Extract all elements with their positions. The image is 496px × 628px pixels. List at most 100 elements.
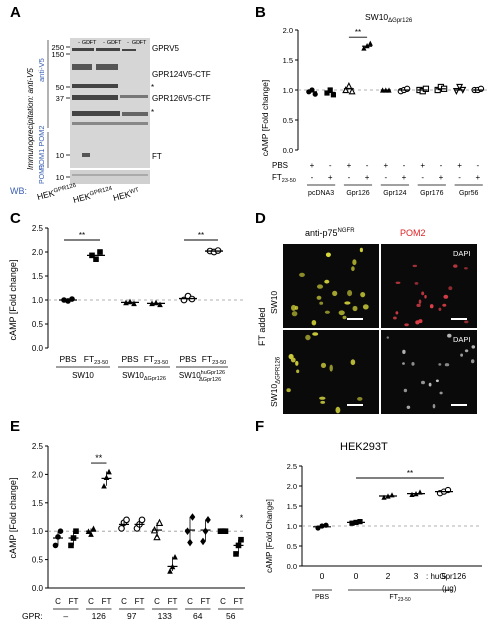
cell (352, 305, 358, 312)
data-point (123, 516, 130, 524)
sign-ft: - (458, 173, 461, 182)
cell (448, 286, 453, 291)
cell (428, 382, 432, 387)
f-unit: (µg) (442, 584, 457, 593)
sign-ft: - (421, 173, 424, 182)
cell (344, 301, 351, 305)
data-point (348, 87, 356, 95)
data-point (118, 525, 125, 532)
sig-label: ** (95, 453, 103, 463)
treatment-label: FT (234, 597, 244, 606)
cell (320, 362, 327, 368)
dose-label: 0 (320, 571, 325, 581)
group-label: Gpr126 (346, 190, 369, 197)
cell (319, 396, 326, 400)
cell (415, 320, 420, 325)
cell (342, 315, 347, 320)
gpr-label: 56 (226, 611, 236, 621)
data-point (127, 298, 133, 305)
data-point (167, 568, 173, 574)
lane-label: - (103, 40, 105, 46)
sign-ft: + (365, 173, 370, 182)
gpr-label: 64 (193, 611, 203, 621)
cell (350, 359, 356, 366)
cell (290, 357, 296, 363)
sig-label: ** (355, 28, 361, 37)
data-point (52, 542, 59, 549)
cell (444, 363, 450, 367)
star-1: * (151, 83, 154, 92)
lane-label: - (127, 40, 129, 46)
y-tick-label: 2.0 (283, 26, 293, 35)
band-ft: FT (152, 152, 162, 161)
f-dose-label: : huGpr126 (426, 572, 467, 581)
cell (439, 391, 443, 395)
data-point (155, 518, 164, 527)
gpr-label: 97 (127, 611, 137, 621)
group-label: Gpr176 (420, 190, 443, 197)
cell (460, 353, 463, 357)
cell (406, 405, 411, 409)
data-point (357, 519, 363, 525)
cell (403, 388, 408, 393)
data-point (68, 542, 74, 549)
cell (464, 320, 469, 324)
cell (291, 311, 298, 317)
y-tick-label: 1.0 (32, 527, 44, 536)
treatment-label: FT (168, 597, 178, 606)
gpr-label: 126 (92, 611, 106, 621)
e-gpr-label: GPR: (22, 611, 43, 621)
f-title: HEK293T (340, 441, 388, 453)
cell (464, 267, 468, 270)
cell (335, 406, 341, 414)
panel-label-f: F (255, 418, 265, 435)
cell (471, 359, 475, 364)
panel-d: anti-p75NGFR POM2 FT added SW10 SW10ΔGPR… (255, 222, 491, 417)
cell (471, 345, 476, 349)
dose-label: 3 (414, 571, 419, 581)
cell (418, 299, 422, 304)
cell (443, 294, 449, 299)
cell (421, 291, 425, 296)
data-point (409, 491, 415, 497)
data-point (153, 299, 159, 306)
data-point (101, 482, 107, 489)
anti-v5-label: anti-V5 (37, 58, 46, 82)
lane-label: GD (132, 40, 140, 46)
group-label: SW10ΔGpr126 (122, 371, 166, 382)
cell (453, 264, 458, 268)
panel-label-e: E (10, 418, 21, 435)
treatment-label: FT (102, 597, 112, 606)
data-point (131, 300, 137, 307)
x-label: FT23-50 (84, 354, 108, 366)
panel-label-d: D (255, 210, 266, 227)
data-point (157, 301, 163, 308)
data-point (422, 85, 430, 92)
b-ylabel: cAMP [Fold change] (260, 80, 270, 156)
b-title: SW10ΔGpr126 (365, 12, 413, 24)
cell (352, 259, 357, 266)
sig-label: ** (198, 231, 204, 240)
cell (316, 295, 322, 300)
treatment-label: FT (69, 597, 79, 606)
data-point (342, 86, 350, 94)
group-label: Gpr124 (383, 190, 406, 197)
cell (324, 279, 330, 284)
cell (319, 301, 324, 305)
group-label: SW10huGpr126 ΔGpr126 (179, 370, 225, 383)
y-tick-label: 1.5 (283, 56, 293, 65)
micrograph-sw10-p75 (283, 244, 379, 328)
sig-label: ** (79, 231, 85, 240)
sign-pbs: - (329, 161, 332, 170)
lane-label: GD (82, 40, 90, 46)
group-label: pcDNA3 (308, 190, 334, 197)
x-label: PBS (59, 354, 76, 364)
data-point (312, 91, 318, 97)
treatment-label: C (154, 597, 160, 606)
panel-c-chart: cAMP [Fold change] 0.0 0.5 1.0 1.5 2.0 2.5 **… (8, 224, 245, 383)
cell (411, 362, 415, 366)
sign-pbs: + (347, 161, 352, 170)
c-ylabel: cAMP [Fold change] (8, 260, 18, 341)
dose-label: 2 (386, 571, 391, 581)
y-tick-label: 2.5 (32, 442, 44, 451)
